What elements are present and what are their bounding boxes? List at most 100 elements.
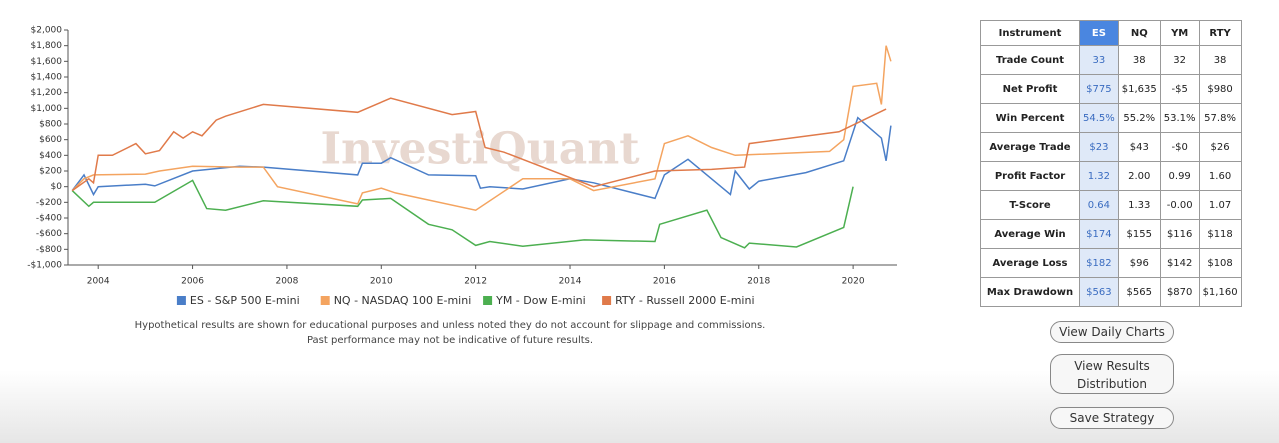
series-line [71, 179, 854, 249]
disclaimer: Past performance may not be indicative o… [306, 335, 594, 346]
y-tick-label: -$400 [36, 214, 62, 224]
table-cell: 32 [1159, 45, 1200, 75]
y-tick-label: $1,200 [31, 88, 63, 98]
table-row: Max Drawdown $563 $565 $870 $1,160 [980, 277, 1242, 307]
table-cell: Trade Count [980, 45, 1080, 75]
legend-label: YM - Dow E-mini [495, 294, 586, 307]
table-cell: $563 [1079, 277, 1119, 307]
legend-label: NQ - NASDAQ 100 E-mini [334, 294, 472, 307]
table-cell: T-Score [980, 190, 1080, 220]
legend-label: RTY - Russell 2000 E-mini [615, 294, 754, 307]
legend-swatch [320, 296, 330, 305]
table-cell: 54.5% [1079, 103, 1119, 133]
button[interactable]: Save Strategy [1050, 407, 1174, 429]
table-cell: 0.99 [1159, 161, 1200, 191]
table-cell: Win Percent [980, 103, 1080, 133]
y-tick-label: $600 [39, 135, 62, 145]
stats-table: Instrument ES NQ YM RTY Trade Count 33 38 32 38 Ne… [980, 20, 1242, 307]
y-tick-label: -$800 [36, 245, 62, 255]
table-cell: $182 [1079, 248, 1119, 278]
table-cell: $23 [1079, 132, 1119, 162]
x-tick-label: 2004 [87, 277, 110, 287]
x-tick-label: 2020 [842, 277, 865, 287]
x-tick-label: 2016 [653, 277, 676, 287]
table-cell: Profit Factor [980, 161, 1080, 191]
y-tick-label: $1,800 [31, 41, 63, 51]
table-cell: 38 [1117, 45, 1161, 75]
table-cell: 53.1% [1159, 103, 1200, 133]
series-line [71, 116, 892, 200]
button[interactable]: View Results Distribution [1050, 354, 1174, 394]
table-cell: $174 [1079, 219, 1119, 249]
y-tick-label: $400 [39, 151, 62, 161]
table-row: Net Profit $775 $1,635 -$5 $980 [980, 74, 1242, 104]
table-cell: 2.00 [1117, 161, 1161, 191]
table-cell: $108 [1198, 248, 1242, 278]
table-cell: $1,635 [1117, 74, 1161, 104]
series-line [71, 97, 887, 192]
table-cell: 1.60 [1198, 161, 1242, 191]
legend-swatch [176, 296, 186, 305]
table-cell: $26 [1198, 132, 1242, 162]
y-tick-label: $1,400 [31, 73, 63, 83]
legend-swatch [483, 296, 493, 305]
legend-swatch [602, 296, 612, 305]
y-tick-label: $2,000 [31, 26, 63, 36]
x-tick-label: 2010 [370, 277, 393, 287]
table-row: T-Score 0.64 1.33 -0.00 1.07 [980, 190, 1242, 220]
y-tick-label: $200 [39, 167, 62, 177]
table-row: Profit Factor 1.32 2.00 0.99 1.60 [980, 161, 1242, 191]
table-cell: $870 [1159, 277, 1200, 307]
button[interactable]: View Daily Charts [1050, 321, 1174, 343]
table-cell: YM [1159, 20, 1200, 46]
table-cell: -$5 [1159, 74, 1200, 104]
table-cell: -0.00 [1159, 190, 1200, 220]
table-cell: $1,160 [1198, 277, 1242, 307]
table-cell: Net Profit [980, 74, 1080, 104]
table-cell: 0.64 [1079, 190, 1119, 220]
table-cell: Average Trade [980, 132, 1080, 162]
x-tick-label: 2008 [275, 277, 298, 287]
table-cell: $565 [1117, 277, 1161, 307]
table-cell: ES [1079, 20, 1119, 46]
table-cell: 33 [1079, 45, 1119, 75]
table-cell: $116 [1159, 219, 1200, 249]
table-row: Average Loss $182 $96 $142 $108 [980, 248, 1242, 278]
table-row: Average Win $174 $155 $116 $118 [980, 219, 1242, 249]
table-row: Trade Count 33 38 32 38 [980, 45, 1242, 75]
table-cell: $43 [1117, 132, 1161, 162]
table-cell: Average Win [980, 219, 1080, 249]
table-row: Win Percent 54.5% 55.2% 53.1% 57.8% [980, 103, 1242, 133]
table-cell: 1.33 [1117, 190, 1161, 220]
table-cell: -$0 [1159, 132, 1200, 162]
x-tick-label: 2018 [747, 277, 770, 287]
table-cell: $155 [1117, 219, 1161, 249]
y-tick-label: -$200 [36, 198, 62, 208]
x-tick-label: 2006 [181, 277, 204, 287]
y-tick-label: $1,600 [31, 57, 63, 67]
x-tick-label: 2014 [559, 277, 582, 287]
table-cell: $980 [1198, 74, 1242, 104]
chart: InvestiQuant -$1,000-$800-$600-$400-$200… [27, 26, 897, 307]
table-cell: Average Loss [980, 248, 1080, 278]
table-cell: $118 [1198, 219, 1242, 249]
y-tick-label: -$600 [36, 229, 62, 239]
table-cell: NQ [1117, 20, 1161, 46]
table-cell: 38 [1198, 45, 1242, 75]
y-tick-label: $800 [39, 120, 62, 130]
table-cell: Instrument [980, 20, 1080, 46]
table-cell: 1.32 [1079, 161, 1119, 191]
table-row: Average Trade $23 $43 -$0 $26 [980, 132, 1242, 162]
table-cell: 1.07 [1198, 190, 1242, 220]
table-cell: $142 [1159, 248, 1200, 278]
table-cell: 57.8% [1198, 103, 1242, 133]
table-cell: 55.2% [1117, 103, 1161, 133]
table-row: Instrument ES NQ YM RTY [980, 20, 1242, 46]
disclaimer: Hypothetical results are shown for educa… [134, 320, 766, 331]
table-cell: $96 [1117, 248, 1161, 278]
table-cell: RTY [1198, 20, 1242, 46]
series-line [71, 45, 892, 211]
y-tick-label: $1,000 [31, 104, 63, 114]
y-tick-label: $0 [51, 182, 63, 192]
